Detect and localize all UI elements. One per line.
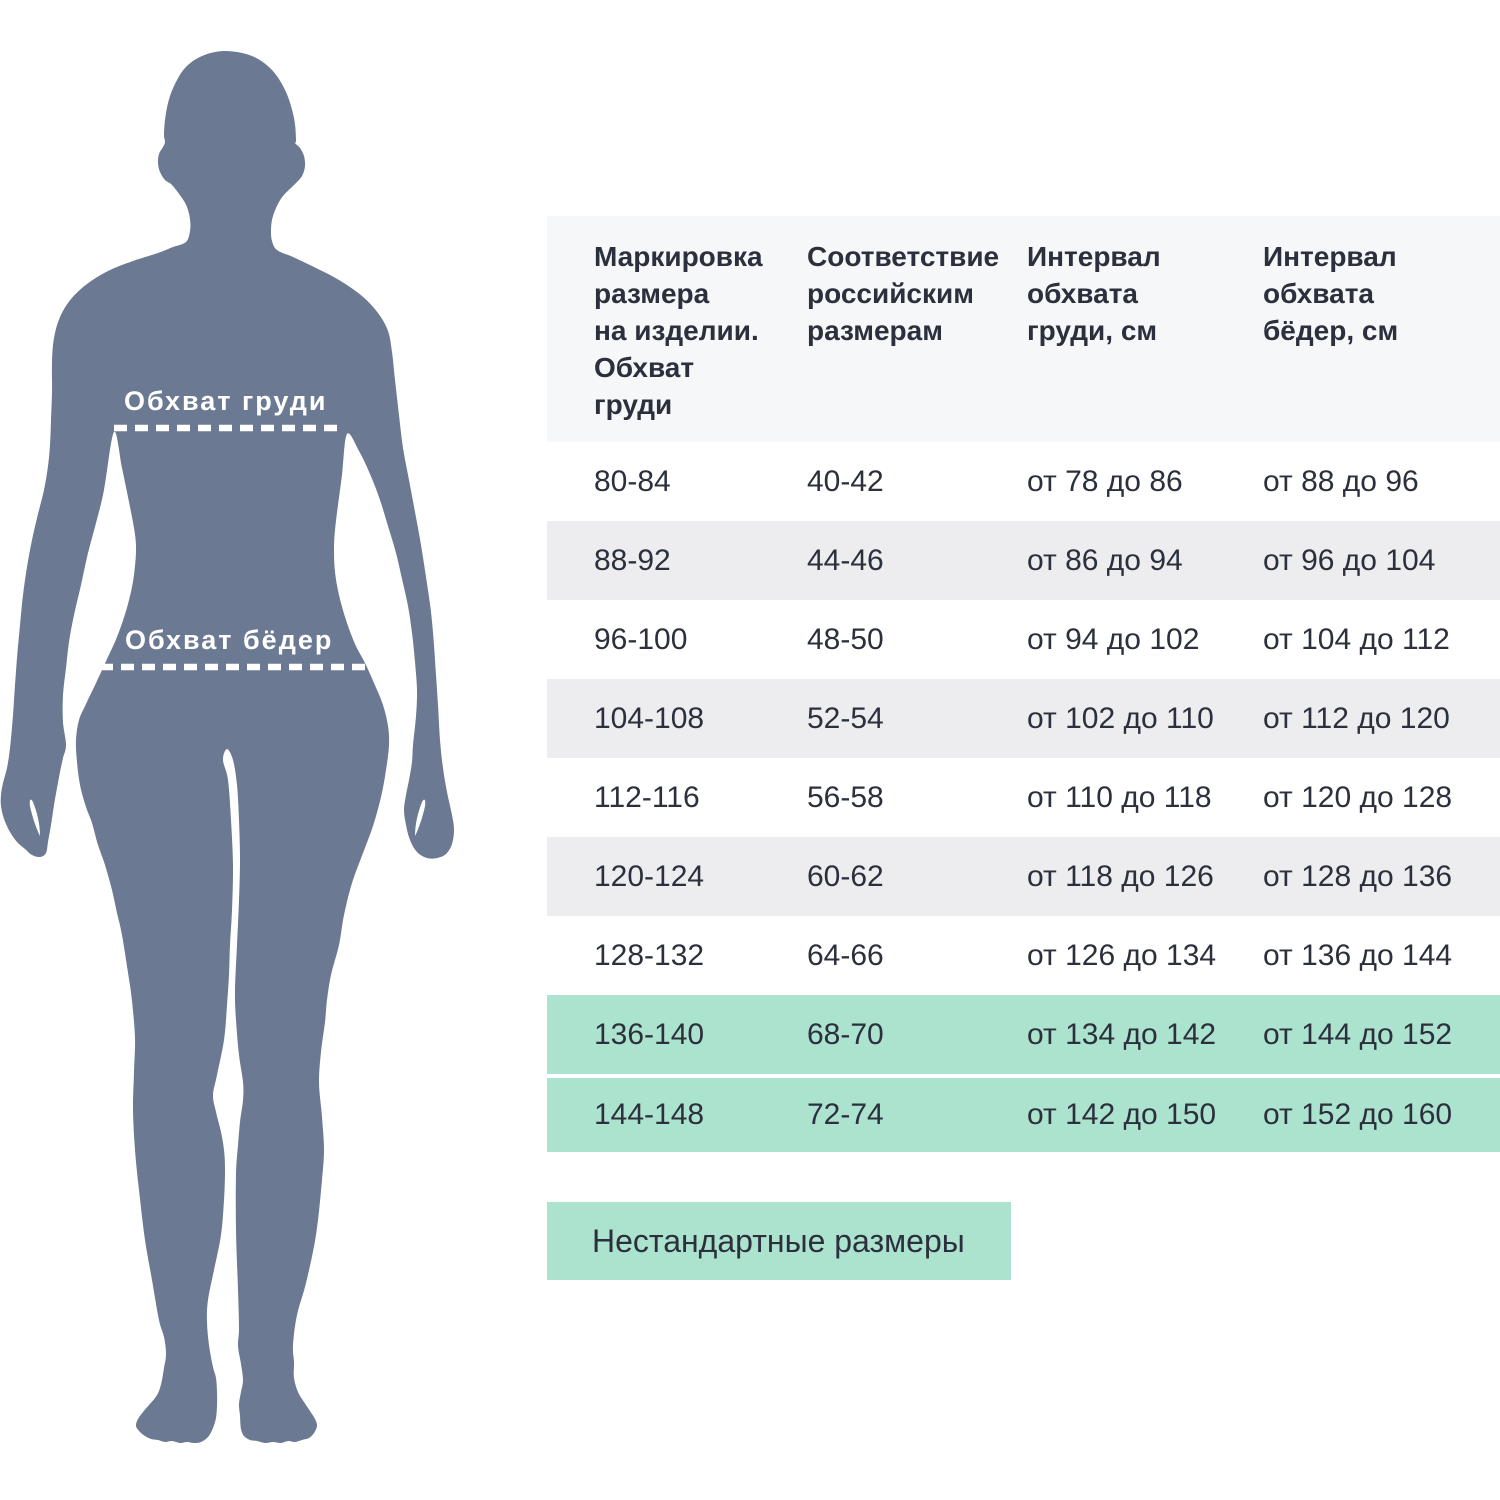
svg-text:Обхват груди: Обхват груди xyxy=(124,386,327,416)
svg-text:Обхват бёдер: Обхват бёдер xyxy=(125,625,333,655)
